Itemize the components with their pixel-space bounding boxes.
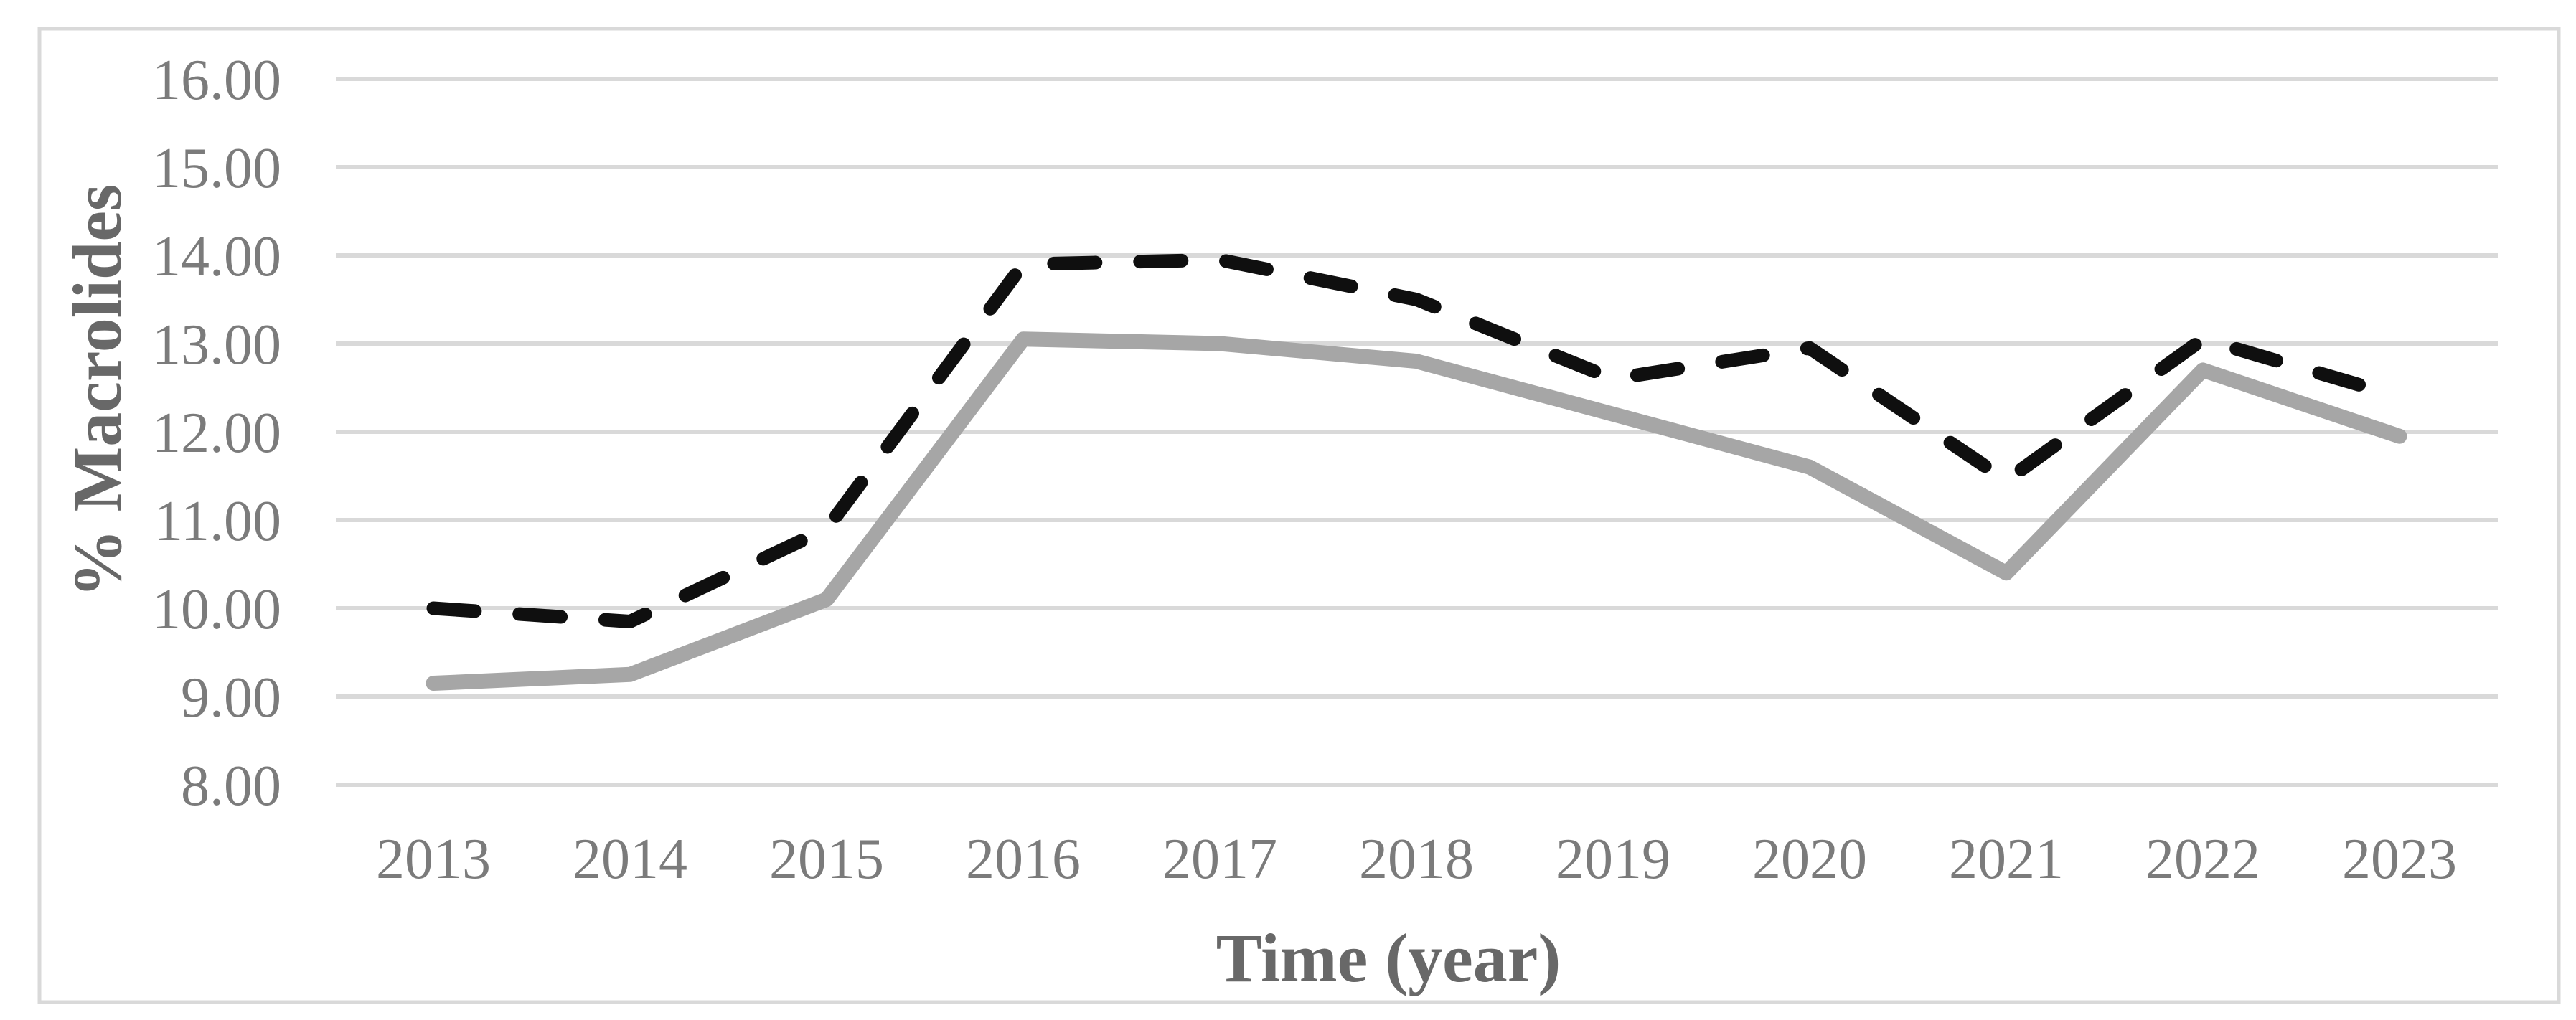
figure-border xyxy=(37,27,2561,1004)
y-tick-label: 15.00 xyxy=(152,137,281,200)
x-tick-label: 2020 xyxy=(1752,828,1867,891)
x-tick-label: 2014 xyxy=(573,828,687,891)
y-tick-label: 11.00 xyxy=(154,490,281,553)
x-tick-label: 2021 xyxy=(1949,828,2064,891)
x-axis-title: Time (year) xyxy=(1216,920,1561,996)
y-tick-label: 8.00 xyxy=(181,755,281,818)
y-tick-label: 16.00 xyxy=(152,49,281,112)
x-tick-label: 2019 xyxy=(1556,828,1670,891)
y-tick-label: 14.00 xyxy=(152,225,281,288)
y-tick-label: 9.00 xyxy=(181,666,281,729)
y-axis-title: % Macrolides xyxy=(59,184,136,598)
series-gray-solid-line xyxy=(426,331,2407,691)
x-axis-tick-labels: 2013 2014 2015 2016 2017 2018 2019 2020 2021 2022… xyxy=(376,828,2457,891)
y-tick-label: 12.00 xyxy=(152,402,281,465)
y-axis-tick-labels: 16.00 15.00 14.00 13.00 12.00 11.00 10.00 9.00 8… xyxy=(152,49,281,818)
x-tick-label: 2015 xyxy=(769,828,884,891)
y-tick-label: 10.00 xyxy=(152,578,281,641)
x-tick-label: 2016 xyxy=(966,828,1081,891)
x-tick-label: 2023 xyxy=(2342,828,2457,891)
series-black-dashed-line xyxy=(426,252,2407,628)
x-tick-label: 2017 xyxy=(1162,828,1277,891)
gridlines xyxy=(336,77,2498,787)
y-tick-label: 13.00 xyxy=(152,313,281,377)
x-tick-label: 2022 xyxy=(2145,828,2260,891)
x-tick-label: 2013 xyxy=(376,828,491,891)
x-tick-label: 2018 xyxy=(1359,828,1474,891)
